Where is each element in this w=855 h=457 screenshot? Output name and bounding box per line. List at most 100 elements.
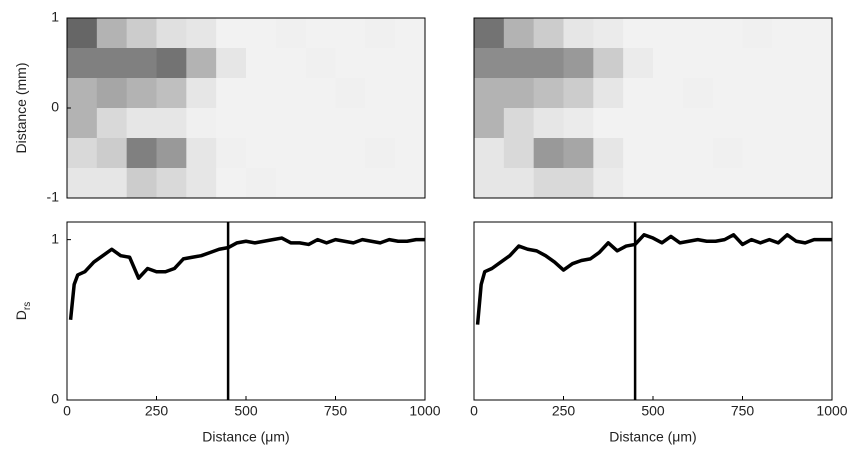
heatmap-cell — [802, 138, 833, 169]
heatmap-cell — [156, 48, 187, 79]
heatmap-cell — [742, 18, 773, 49]
heatmap-cell — [246, 138, 277, 169]
heatmap-cell — [246, 18, 277, 49]
heatmap-cell — [186, 168, 217, 199]
heatmap-cell — [335, 168, 366, 199]
heatmap-cell — [275, 168, 307, 199]
heatmap-cell — [395, 18, 426, 49]
heatmap-cell — [802, 18, 833, 49]
heatmap-cell — [623, 108, 654, 139]
heatmap-cell — [216, 78, 247, 109]
heatmap-cell — [503, 108, 535, 139]
heatmap-cell — [712, 78, 743, 109]
x-axis-label: Distance (μm) — [609, 429, 696, 445]
heatmap-cell — [712, 48, 743, 79]
heatmap-cell — [126, 78, 157, 109]
heatmap-cell — [593, 108, 624, 139]
y-tick-label: 0 — [51, 391, 59, 407]
x-tick-label: 750 — [731, 403, 755, 419]
heatmap-cell — [126, 48, 157, 79]
heatmap-cell — [156, 138, 187, 169]
plot-frame — [66, 221, 426, 401]
heatmap-cell — [216, 48, 247, 79]
heatmap-cell — [503, 78, 535, 109]
heatmap-cell — [474, 48, 505, 79]
x-tick-label: 0 — [63, 403, 71, 419]
heatmap-cell — [186, 48, 217, 79]
heatmap-cell — [682, 48, 714, 79]
heatmap-cell — [335, 78, 366, 109]
heatmap-cell — [712, 138, 743, 169]
heatmap-cell — [275, 138, 307, 169]
heatmap-cell — [126, 108, 157, 139]
heatmap-cell — [67, 168, 98, 199]
heatmap-cell — [246, 108, 277, 139]
heatmap-cell — [275, 48, 307, 79]
heatmap-cell — [533, 78, 564, 109]
heatmap-cell — [335, 108, 366, 139]
heatmap-cell — [67, 78, 98, 109]
y-axis-label: Distance (mm) — [13, 62, 29, 153]
heatmap-cell — [653, 78, 684, 109]
heatmap-cell — [623, 138, 654, 169]
heatmap-cell — [563, 168, 594, 199]
heatmap-cell — [365, 48, 396, 79]
heatmap-cell — [533, 138, 564, 169]
heatmap-cell — [186, 78, 217, 109]
heatmap-cell — [246, 48, 277, 79]
heatmap-cell — [395, 78, 426, 109]
x-tick-label: 250 — [552, 403, 576, 419]
heatmap-cell — [96, 48, 128, 79]
heatmap-cell — [563, 48, 594, 79]
y-axis-label-main: Distance (mm) — [13, 62, 29, 153]
heatmap-cell — [474, 18, 505, 49]
heatmap-cell — [682, 138, 714, 169]
heatmap-cell — [474, 78, 505, 109]
heatmap-cell — [533, 48, 564, 79]
heatmap-cell — [742, 48, 773, 79]
heatmap-cell — [563, 108, 594, 139]
heatmap-cell — [365, 168, 396, 199]
y-tick-label: 1 — [51, 9, 59, 25]
heatmap-cell — [126, 18, 157, 49]
heatmap-cell — [593, 48, 624, 79]
y-axis-label: Drs — [13, 302, 33, 320]
heatmap-cell — [305, 78, 336, 109]
heatmap-cell — [335, 48, 366, 79]
data-line — [475, 233, 832, 325]
heatmap-cell — [275, 108, 307, 139]
heatmap-cell — [474, 108, 505, 139]
heatmap-cell — [305, 138, 336, 169]
heatmap-cell — [712, 18, 743, 49]
y-axis-label-main: D — [13, 310, 29, 320]
heatmap-cell — [623, 18, 654, 49]
y-tick-label: -1 — [47, 189, 60, 205]
heatmap-cell — [126, 168, 157, 199]
heatmap-cell — [186, 18, 217, 49]
heatmap-cell — [653, 108, 684, 139]
heatmap-cell — [503, 48, 535, 79]
heatmap-cell — [742, 168, 773, 199]
heatmap-cell — [365, 18, 396, 49]
heatmap-cell — [742, 138, 773, 169]
heatmap-cell — [305, 108, 336, 139]
heatmap-cell — [67, 108, 98, 139]
heatmap-cell — [802, 168, 833, 199]
heatmap-cell — [474, 168, 505, 199]
heatmap-cell — [335, 138, 366, 169]
x-tick-label: 1000 — [816, 403, 847, 419]
heatmap-cell — [563, 18, 594, 49]
heatmap-cell — [186, 108, 217, 139]
heatmap-cell — [593, 18, 624, 49]
x-tick-label: 500 — [641, 403, 665, 419]
heatmap-cell — [246, 78, 277, 109]
heatmap-cell — [67, 138, 98, 169]
heatmap-cell — [395, 138, 426, 169]
heatmap-cell — [305, 48, 336, 79]
heatmap-cell — [96, 108, 128, 139]
y-tick-label: 0 — [51, 99, 59, 115]
heatmap-cell — [156, 18, 187, 49]
heatmap-cell — [365, 138, 396, 169]
heatmap-cell — [623, 168, 654, 199]
heatmap-cell — [275, 18, 307, 49]
